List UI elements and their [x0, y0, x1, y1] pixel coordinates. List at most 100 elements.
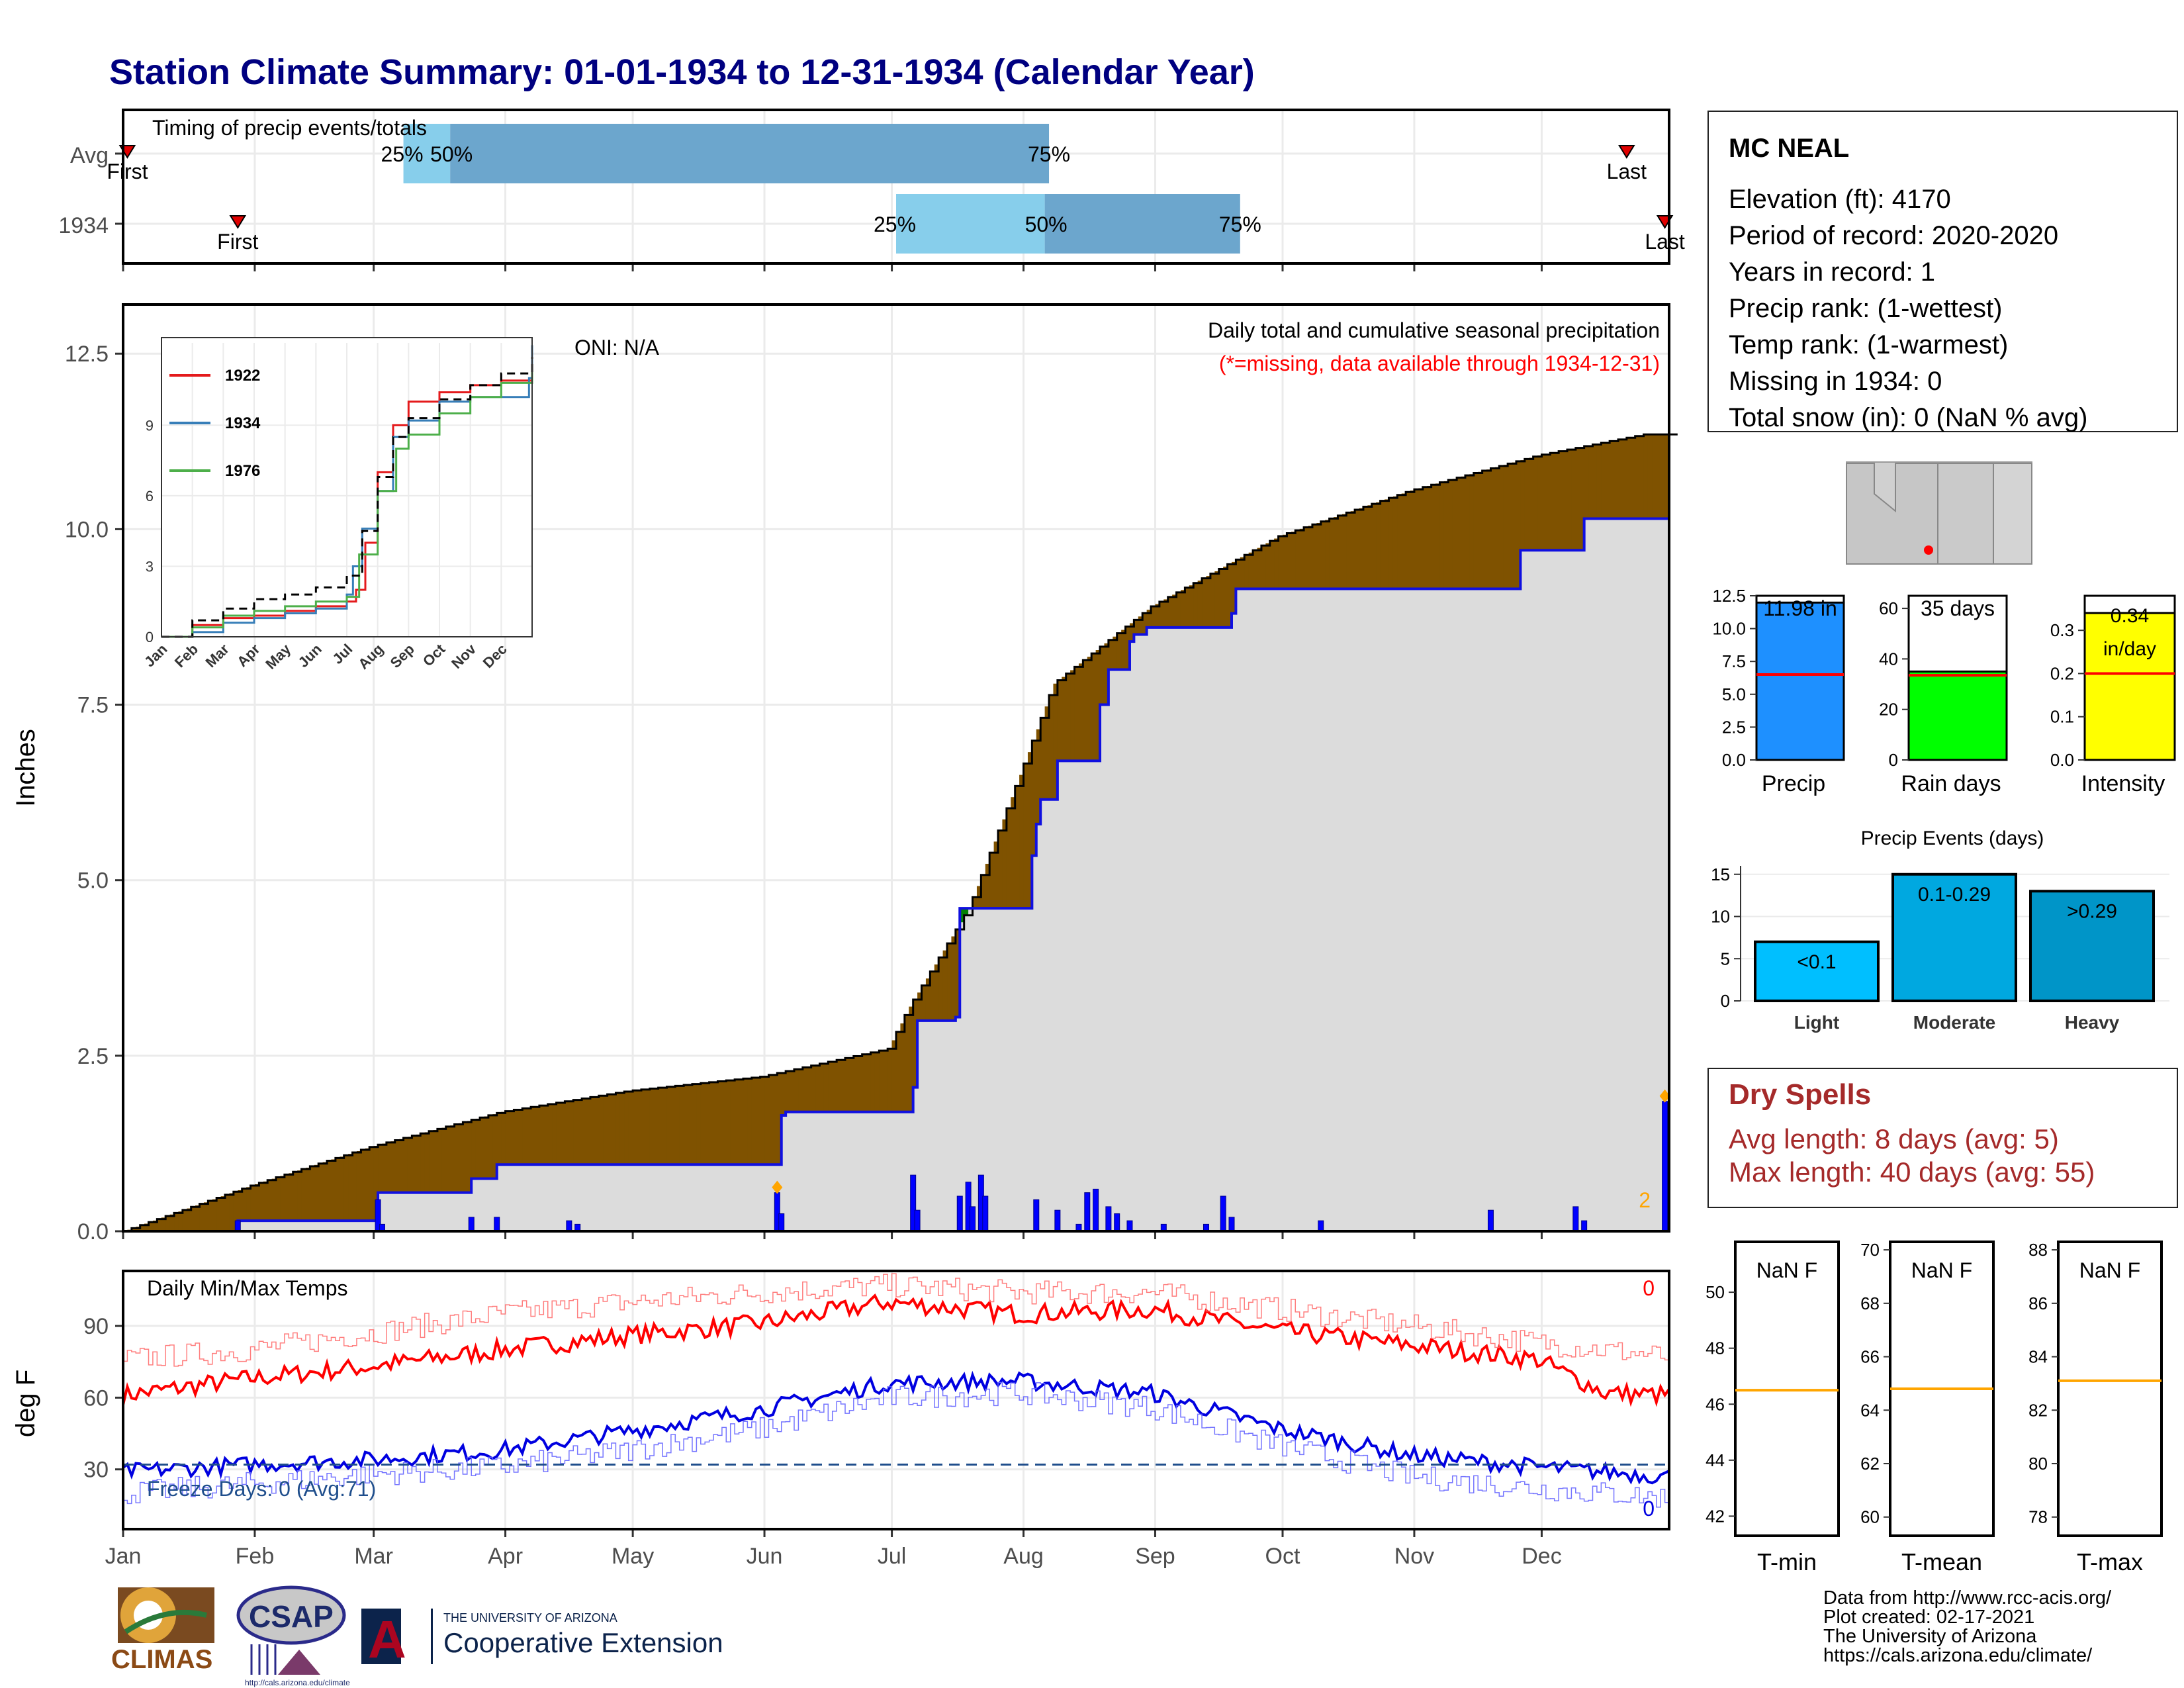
month-tick-label: Aug — [1003, 1544, 1044, 1569]
precip-deficit-band — [1494, 467, 1500, 589]
precip-deficit-band — [692, 1084, 697, 1165]
precip-deficit-band — [1661, 434, 1666, 519]
precip-event-category: Moderate — [1913, 1012, 1995, 1033]
precip-deficit-band — [1367, 505, 1373, 589]
precip-deficit-band — [1159, 601, 1164, 628]
mini-bar-y-tick-label: 60 — [1879, 598, 1898, 618]
timing-panel-label: Timing of precip events/totals — [152, 116, 427, 140]
precip-surplus-band — [964, 908, 969, 915]
precip-deficit-band — [1385, 499, 1390, 589]
precip-deficit-band — [858, 1055, 863, 1112]
precip-deficit-band — [369, 1147, 375, 1221]
precip-deficit-band — [1652, 434, 1657, 519]
daily-precip-bar — [1220, 1196, 1226, 1232]
precip-deficit-band — [365, 1148, 370, 1221]
precip-deficit-band — [305, 1167, 310, 1221]
precip-deficit-band — [891, 1040, 897, 1112]
precip-deficit-band — [1283, 534, 1288, 589]
precip-deficit-band — [739, 1079, 744, 1165]
month-tick-label: Mar — [354, 1544, 393, 1569]
precip-deficit-band — [607, 1094, 612, 1165]
daily-precip-bar — [1114, 1213, 1120, 1232]
daily-precip-bar — [1093, 1188, 1099, 1232]
precip-deficit-band — [1435, 483, 1441, 589]
precip-deficit-band — [921, 985, 927, 1021]
precip-deficit-band — [1392, 496, 1398, 589]
precip-deficit-band — [1617, 439, 1623, 519]
precip-deficit-band — [1376, 502, 1381, 589]
timing-p75-label: 75% — [1219, 212, 1261, 236]
precip-deficit-band — [1210, 573, 1215, 628]
precip-deficit-band — [624, 1091, 629, 1165]
precip-deficit-band — [505, 1111, 510, 1165]
precip-deficit-band — [1167, 596, 1173, 628]
month-tick-label: Oct — [1265, 1544, 1300, 1569]
precip-deficit-band — [641, 1089, 646, 1165]
station-info-line: Period of record: 2020-2020 — [1729, 221, 2058, 250]
precip-deficit-band — [208, 1201, 213, 1231]
precip-deficit-band — [373, 1146, 379, 1221]
precip-deficit-band — [420, 1133, 426, 1193]
precip-deficit-band — [837, 1060, 842, 1112]
precip-deficit-band — [1002, 819, 1007, 909]
dry-spells-avg-length: Avg length: 8 days (avg: 5) — [1729, 1123, 2059, 1154]
precip-deficit-band — [730, 1080, 735, 1165]
station-info-line: Missing in 1934: 0 — [1729, 367, 1942, 396]
daily-precip-bar — [494, 1217, 500, 1232]
precip-deficit-band — [1142, 613, 1148, 635]
precip-deficit-band — [1104, 643, 1109, 705]
precip-deficit-band — [1032, 740, 1037, 856]
mini-bar-name: Rain days — [1901, 771, 2001, 796]
daily-precip-bar — [566, 1220, 572, 1232]
precip-deficit-band — [463, 1122, 468, 1193]
mini-bar-charts: 0.0 2.5 5.0 7.5 10.0 12.5 11.98 in Precip 0 20 40 6… — [1712, 586, 2176, 796]
precip-deficit-band — [1605, 442, 1610, 519]
precip-deficit-band — [450, 1125, 455, 1193]
month-tick-label: Apr — [488, 1544, 523, 1569]
precip-deficit-band — [501, 1111, 506, 1165]
precip-deficit-band — [586, 1098, 591, 1165]
precip-deficit-band — [1550, 453, 1555, 551]
precip-deficit-band — [276, 1177, 281, 1221]
precip-events-y-tick-label: 10 — [1711, 907, 1730, 927]
precip-deficit-band — [900, 1023, 905, 1112]
precip-deficit-band — [343, 1155, 349, 1221]
precip-events-title: Precip Events (days) — [1861, 827, 2044, 849]
precip-deficit-band — [361, 1149, 366, 1221]
precip-deficit-band — [297, 1170, 302, 1221]
timing-bar-25-50 — [403, 124, 451, 183]
precip-deficit-band — [526, 1107, 531, 1165]
precip-deficit-band — [314, 1164, 319, 1221]
temp-box-y-tick-label: 82 — [2028, 1400, 2048, 1420]
precip-deficit-band — [1116, 633, 1122, 670]
temp-series-line — [123, 1382, 1670, 1508]
mini-bar — [1755, 601, 1845, 761]
month-tick-label: Nov — [1394, 1544, 1434, 1569]
precip-y-tick-label: 10.0 — [65, 517, 109, 542]
precip-deficit-band — [1601, 442, 1606, 519]
precip-deficit-band — [1533, 456, 1538, 551]
station-frame — [1707, 111, 2178, 432]
precip-deficit-band — [989, 853, 995, 909]
precip-deficit-band — [1647, 434, 1653, 519]
csap-cloud-icon — [236, 1585, 346, 1645]
missing-data-note: (*=missing, data available through 1934-… — [1219, 352, 1660, 375]
temp-box-y-tick-label: 44 — [1706, 1450, 1725, 1470]
temp-box-y-tick-label: 66 — [1860, 1347, 1880, 1367]
precip-events-chart: Precip Events (days) 0 5 10 15 <0.1 Light 0.1-0… — [1711, 827, 2169, 1033]
precip-deficit-band — [1643, 434, 1649, 519]
precip-deficit-band — [688, 1084, 693, 1165]
precip-deficit-band — [1639, 435, 1645, 519]
precip-deficit-band — [696, 1083, 702, 1165]
precip-deficit-band — [1231, 561, 1237, 614]
precip-deficit-band — [1083, 660, 1088, 761]
daily-precip-bar — [1318, 1220, 1324, 1232]
timing-last-marker — [1618, 145, 1635, 159]
precip-deficit-band — [1176, 592, 1181, 628]
precip-deficit-band — [1253, 550, 1258, 589]
station-info-line: Years in record: 1 — [1729, 258, 1935, 287]
precip-deficit-band — [777, 1073, 782, 1165]
precip-event-bar — [2029, 890, 2155, 1002]
precip-deficit-band — [157, 1219, 162, 1231]
precip-deficit-band — [1516, 461, 1521, 589]
